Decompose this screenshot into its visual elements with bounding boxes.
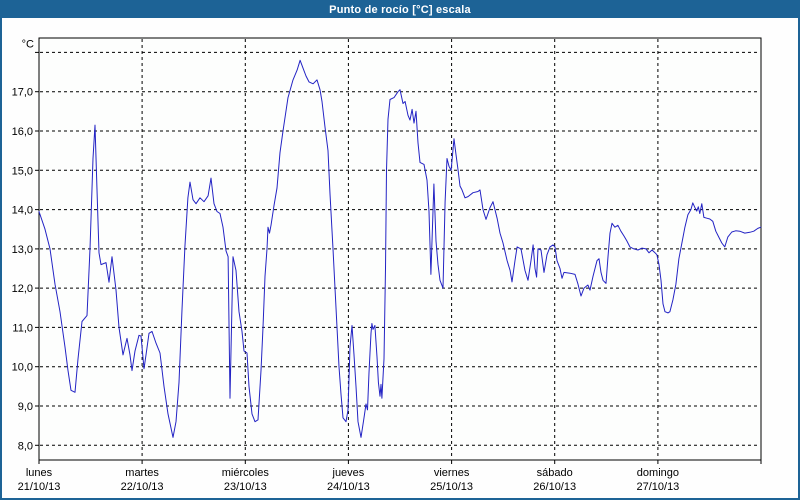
y-tick-label: 10,0 bbox=[12, 362, 33, 374]
x-day-name: miércoles bbox=[222, 467, 270, 479]
x-day-date: 27/10/13 bbox=[636, 481, 679, 493]
x-day-name: martes bbox=[125, 467, 159, 479]
y-tick-label: 17,0 bbox=[12, 87, 33, 99]
y-tick-label: 13,0 bbox=[12, 244, 33, 256]
y-tick-label: 9,0 bbox=[18, 401, 33, 413]
chart-area: 8,0 9,0 10,0 11,0 12,0 13,0 14,0 15,0 16,0 17,0 °C… bbox=[2, 18, 798, 498]
window-titlebar: Punto de rocío [°C] escala bbox=[2, 2, 798, 18]
x-day-name: viernes bbox=[434, 467, 470, 479]
y-tick-label: 14,0 bbox=[12, 205, 33, 217]
dewpoint-series-line bbox=[38, 59, 762, 438]
y-tick-label: 15,0 bbox=[12, 165, 33, 177]
y-tick-label: 8,0 bbox=[18, 440, 33, 452]
y-axis-unit-label: °C bbox=[22, 38, 34, 50]
x-day-date: 26/10/13 bbox=[533, 481, 576, 493]
x-day-name: lunes bbox=[26, 467, 53, 479]
x-day-date: 25/10/13 bbox=[430, 481, 473, 493]
y-tick-label: 16,0 bbox=[12, 126, 33, 138]
x-day-name: jueves bbox=[332, 467, 365, 479]
x-day-date: 21/10/13 bbox=[18, 481, 61, 493]
window-title: Punto de rocío [°C] escala bbox=[329, 4, 471, 16]
y-tick-label: 12,0 bbox=[12, 283, 33, 295]
x-day-name: domingo bbox=[637, 467, 679, 479]
x-day-date: 24/10/13 bbox=[327, 481, 370, 493]
x-day-date: 23/10/13 bbox=[224, 481, 267, 493]
x-day-date: 22/10/13 bbox=[121, 481, 164, 493]
y-tick-label: 11,0 bbox=[12, 322, 33, 334]
x-day-name: sábado bbox=[537, 467, 573, 479]
dewpoint-line-chart: 8,0 9,0 10,0 11,0 12,0 13,0 14,0 15,0 16,0 17,0 °C… bbox=[12, 37, 762, 493]
